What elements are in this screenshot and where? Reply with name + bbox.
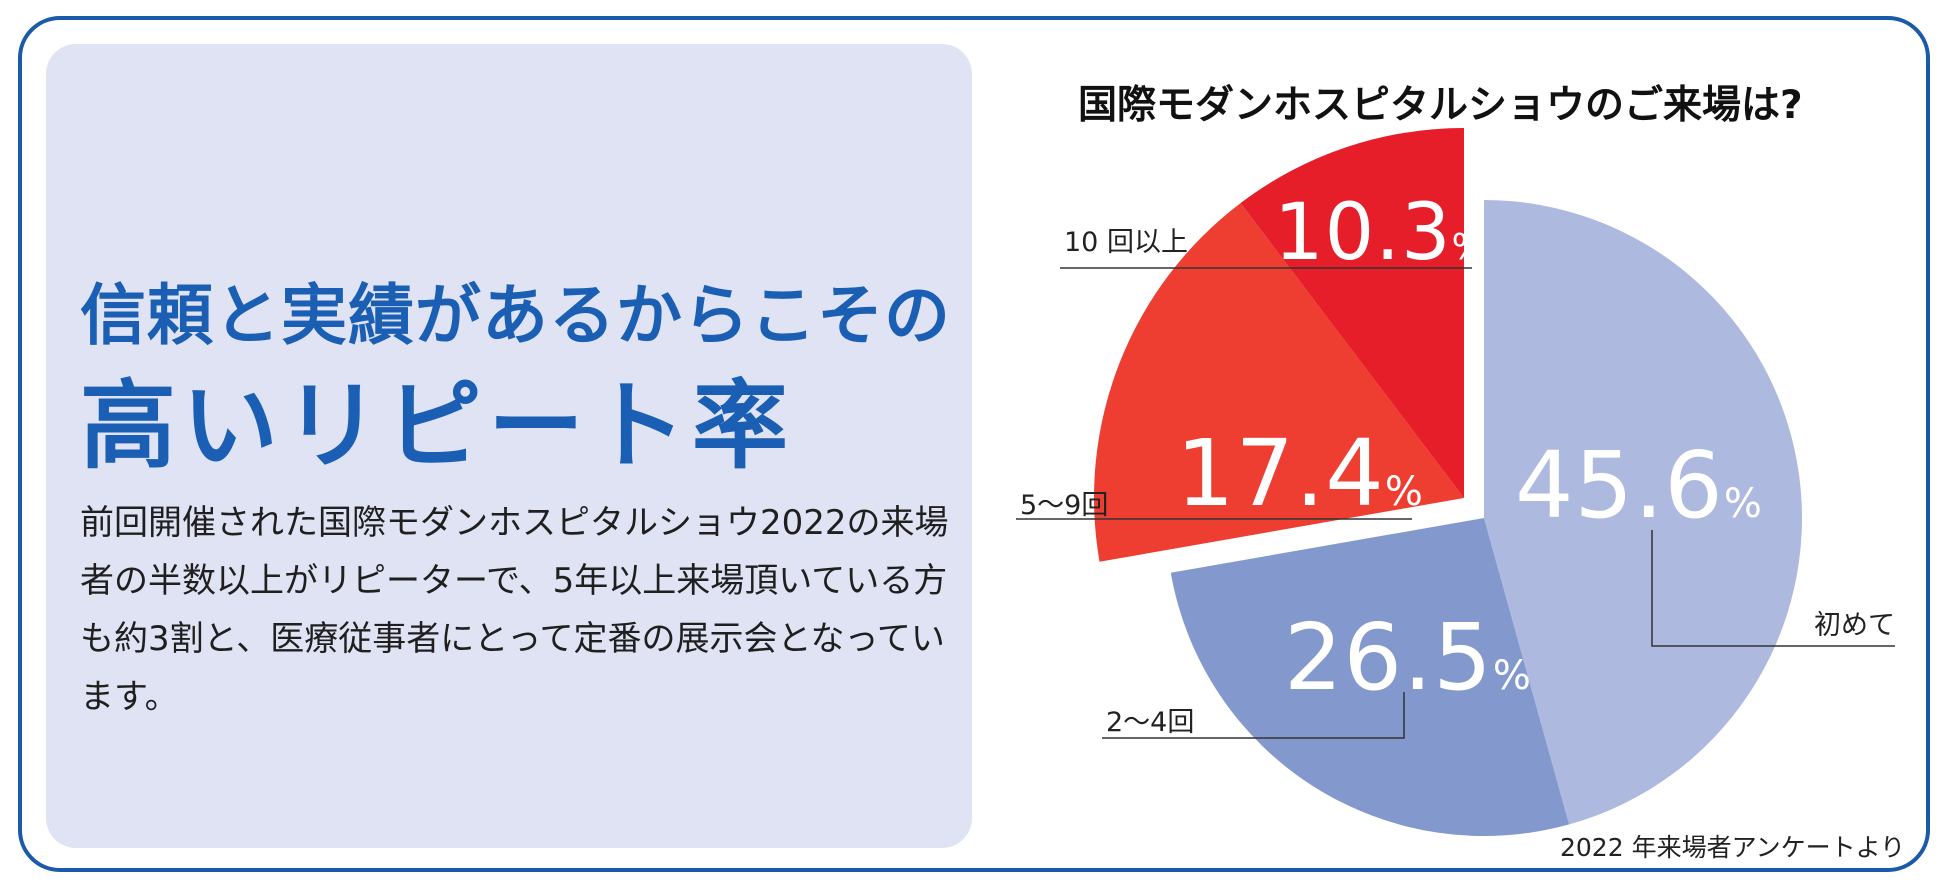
headline-line-1: 信頼と実績があるからこその (80, 277, 951, 354)
leader-line-2-4 (1102, 692, 1405, 739)
pct-label-5-9: 17.4% (1176, 420, 1423, 527)
info-panel (46, 44, 972, 848)
slice-label-10-plus: 10 回以上 (1064, 227, 1188, 258)
source-note: 2022 年来場者アンケートより (1560, 833, 1906, 862)
slice-label-first-time: 初めて (1814, 610, 1895, 641)
body-text: 前回開催された国際モダンホスピタルショウ2022の来場者の半数以上がリピーターで… (80, 503, 949, 717)
pie-slice-2-4 (1170, 518, 1570, 836)
pie-slice-10-plus (1240, 128, 1464, 498)
chart-title: 国際モダンホスピタルショウのご来場は? (1078, 83, 1803, 128)
headline-line-2: 高いリピート率 (80, 370, 794, 482)
slice-label-5-9: 5～9回 (1020, 490, 1109, 521)
slice-label-2-4: 2～4回 (1106, 707, 1195, 738)
pie-slice-5-9 (1094, 203, 1464, 562)
pct-label-10-plus: 10.3% (1274, 188, 1486, 278)
pct-label-first-time: 45.6% (1515, 432, 1762, 539)
pct-label-2-4: 26.5% (1284, 604, 1531, 711)
leader-line-first-time (1651, 530, 1895, 647)
pie-slice-first-time (1484, 200, 1802, 825)
